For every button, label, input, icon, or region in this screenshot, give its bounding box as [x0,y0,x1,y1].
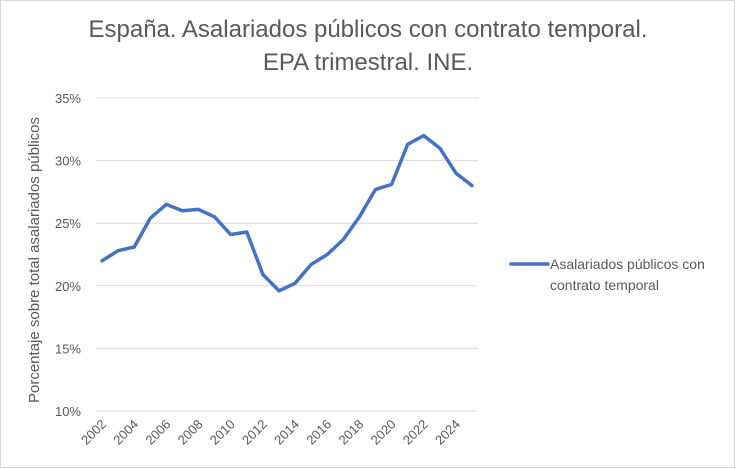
x-tick-label: 2016 [303,417,334,448]
x-tick-label: 2020 [368,417,399,448]
y-axis-ticks: 10% 15% 20% 25% 30% 35% [55,91,81,419]
x-tick-label: 2024 [432,417,463,448]
series-layer [100,133,474,293]
gridlines [96,97,478,412]
x-tick-label: 2008 [175,417,206,448]
x-tick-label: 2022 [400,417,431,448]
legend-label-line-1: Asalariados públicos con [550,256,705,272]
x-tick-label: 2002 [78,417,109,448]
y-tick-label: 25% [55,216,81,231]
x-tick-label: 2014 [271,417,302,448]
y-axis-label: Porcentaje sobre total asalariados públi… [26,117,43,403]
legend-label-line-2: contrato temporal [550,277,659,293]
legend: Asalariados públicos con contrato tempor… [509,256,705,293]
x-tick-label: 2006 [142,417,173,448]
y-tick-label: 30% [55,154,81,169]
chart-title-line-1: España. Asalariados públicos con contrat… [89,16,648,43]
y-tick-label: 20% [55,279,81,294]
x-axis-ticks: 2002 2004 2006 2008 2010 2012 2014 2016 2018 2020… [78,417,463,448]
y-tick-label: 35% [55,91,81,106]
series-line [100,133,474,293]
x-tick-label: 2004 [110,417,141,448]
y-tick-label: 15% [55,341,81,356]
x-tick-label: 2010 [207,417,238,448]
x-tick-label: 2018 [335,417,366,448]
x-tick-label: 2012 [239,417,270,448]
y-tick-label: 10% [55,404,81,419]
chart-title-line-2: EPA trimestral. INE. [263,49,473,76]
